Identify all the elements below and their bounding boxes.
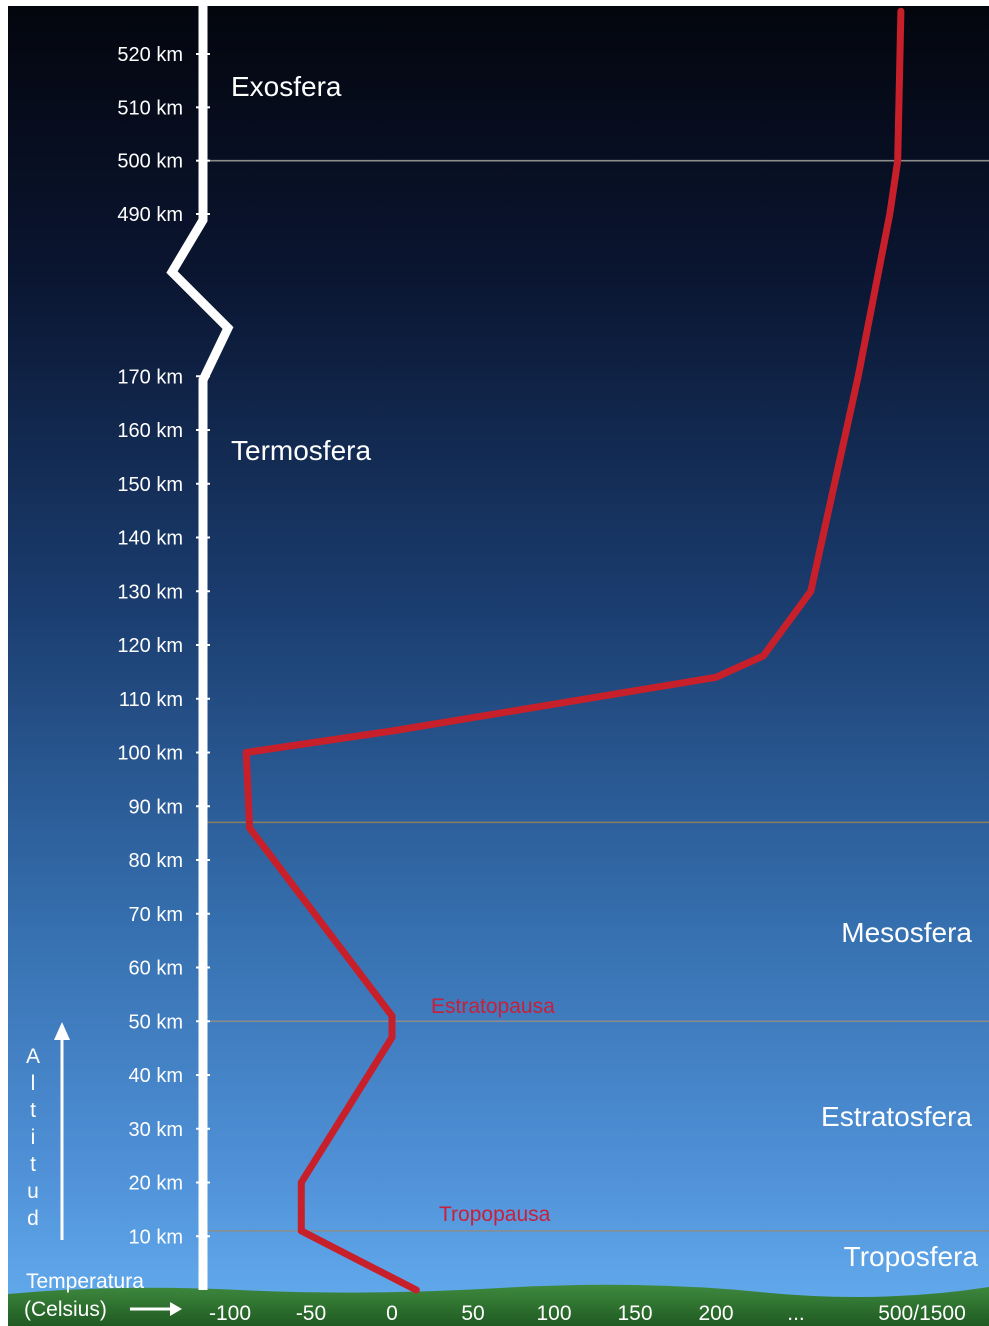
temperature-tick-label-2: 0 — [386, 1302, 398, 1325]
altitude-upper-tick-label-0: 490 km — [117, 204, 183, 226]
layer-label-termosfera: Termosfera — [231, 435, 371, 466]
temperature-tick-label-5: 150 — [617, 1302, 652, 1325]
y-axis-title-letter-6: d — [27, 1207, 39, 1230]
altitude-upper-tick-label-3: 520 km — [117, 44, 183, 66]
y-axis-title-letter-4: t — [30, 1153, 36, 1176]
temperature-tick-label-8: 500/1500 — [878, 1302, 966, 1325]
altitude-tick-label-2: 30 km — [129, 1119, 183, 1141]
altitude-upper-tick-label-1: 500 km — [117, 151, 183, 173]
layer-label-mesosfera: Mesosfera — [841, 917, 972, 948]
temperature-tick-label-3: 50 — [461, 1302, 484, 1325]
sky-gradient — [8, 6, 989, 1326]
altitude-tick-label-15: 160 km — [117, 420, 183, 442]
y-axis-title-letter-1: l — [31, 1072, 36, 1095]
altitude-tick-label-8: 90 km — [129, 796, 183, 818]
y-axis-arrow-icon — [54, 1022, 70, 1240]
altitude-tick-label-9: 100 km — [117, 743, 183, 765]
altitude-tick-label-7: 80 km — [129, 850, 183, 872]
layer-label-estratosfera: Estratosfera — [821, 1101, 972, 1132]
temperature-tick-label-0: -100 — [209, 1302, 251, 1325]
altitude-tick-label-0: 10 km — [129, 1226, 183, 1248]
altitude-tick-label-10: 110 km — [119, 689, 183, 711]
x-axis-title-line2: (Celsius) — [24, 1298, 107, 1321]
temperature-series-line — [242, 7, 905, 1294]
boundary-label-estratopausa: Estratopausa — [431, 995, 555, 1018]
x-axis-arrow-icon — [130, 1302, 182, 1316]
x-axis-title-line1: Temperatura — [26, 1270, 144, 1293]
temperature-tick-label-1: -50 — [296, 1302, 326, 1325]
temperature-tick-label-6: 200 — [698, 1302, 733, 1325]
altitude-tick-label-4: 50 km — [129, 1011, 183, 1033]
altitude-tick-label-5: 60 km — [129, 958, 183, 980]
altitude-tick-label-3: 40 km — [129, 1065, 183, 1087]
altitude-upper-tick-label-2: 510 km — [117, 97, 183, 119]
y-axis-title-letter-0: A — [26, 1045, 40, 1068]
boundary-label-tropopausa: Tropopausa — [439, 1203, 551, 1226]
temperature-tick-label-4: 100 — [536, 1302, 571, 1325]
altitude-tick-label-12: 130 km — [117, 581, 183, 603]
altitude-tick-label-6: 70 km — [129, 904, 183, 926]
boundary-lines — [203, 159, 989, 1232]
altitude-tick-label-11: 120 km — [117, 635, 183, 657]
altitude-axis-line — [166, 6, 234, 1290]
altitude-axis — [166, 6, 234, 1290]
altitude-tick-label-1: 20 km — [129, 1173, 183, 1195]
y-axis-title-letter-3: i — [31, 1126, 36, 1149]
layer-label-troposfera: Troposfera — [844, 1241, 979, 1272]
altitude-tick-label-14: 150 km — [117, 474, 183, 496]
temperature-tick-label-7: ... — [787, 1302, 805, 1325]
temperature-tick-labels: -100 -50 0 50 100 150 200... 500/1500 — [209, 1302, 966, 1325]
altitude-tick-label-13: 140 km — [117, 528, 183, 550]
layer-label-exosfera: Exosfera — [231, 71, 342, 102]
altitude-tick-label-16: 170 km — [117, 366, 183, 388]
temperature-curve — [242, 7, 905, 1294]
y-axis-title-letter-2: t — [30, 1099, 36, 1122]
y-axis-title-letter-5: u — [27, 1180, 39, 1203]
altitude-tick-labels: 10 km 20 km 30 km 40 km 50 km 60 km 70 km 80 km… — [117, 44, 210, 1248]
ground-strip — [8, 1284, 989, 1326]
